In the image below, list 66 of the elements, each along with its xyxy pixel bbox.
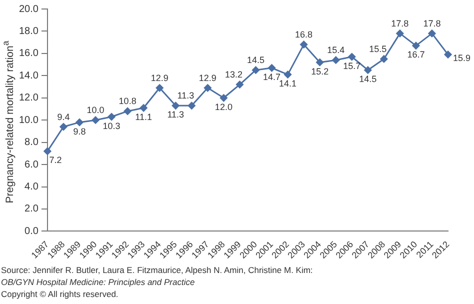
text: 12.9 xyxy=(198,72,216,83)
point xyxy=(284,70,292,78)
text: 11.1 xyxy=(135,112,152,122)
text: 11.3 xyxy=(167,110,184,120)
text: 15.7 xyxy=(343,60,361,71)
text: 9.8 xyxy=(73,126,86,136)
text: 14.1 xyxy=(279,78,297,89)
text: Copyright © All rights reserved. xyxy=(1,288,120,300)
text: 7.2 xyxy=(49,155,62,166)
text: 17.8 xyxy=(423,18,441,28)
y-tick-label: 14.0 xyxy=(18,70,39,82)
y-tick-label: 2.0 xyxy=(24,204,39,215)
text: 11.3 xyxy=(177,90,194,101)
y-tick-label: 20.0 xyxy=(18,4,39,15)
point xyxy=(124,107,132,115)
text: 10.0 xyxy=(86,105,104,116)
text: 10.8 xyxy=(118,96,136,106)
source-note: Source: Jennifer R. Butler, Laura E. Fitzmaurice, Alpesh N. Amin, Christine M. Kim: xyxy=(1,264,313,276)
text: 15.2 xyxy=(311,66,329,76)
point xyxy=(396,30,404,38)
y-tick-label: 12.0 xyxy=(18,92,39,104)
text: 15.5 xyxy=(369,44,387,54)
point xyxy=(76,118,84,126)
text: 12.0 xyxy=(214,102,232,112)
point xyxy=(220,94,228,102)
text: 14.7 xyxy=(263,72,281,82)
point xyxy=(252,66,260,74)
point xyxy=(444,50,452,58)
y-tick-label: 6.0 xyxy=(24,159,39,170)
y-tick-label: 10.0 xyxy=(18,114,39,126)
text: 14.5 xyxy=(246,55,265,66)
text: 16.7 xyxy=(407,50,425,60)
point xyxy=(428,30,436,38)
text: 13.2 xyxy=(224,70,242,80)
text: 10.3 xyxy=(102,120,120,131)
point xyxy=(332,56,340,64)
text: 14.5 xyxy=(359,74,377,84)
point xyxy=(44,147,52,155)
point xyxy=(300,40,308,48)
y-tick-label: 18.0 xyxy=(18,26,39,37)
point xyxy=(380,55,388,63)
point xyxy=(108,113,116,121)
text: 16.8 xyxy=(295,30,313,40)
text: 12.9 xyxy=(150,72,168,83)
point xyxy=(140,104,148,112)
point xyxy=(92,116,100,124)
point xyxy=(348,53,356,61)
y-tick-label: 0.0 xyxy=(24,226,39,237)
text: 9.4 xyxy=(57,112,70,122)
text: 15.4 xyxy=(327,45,345,56)
text: 15.9 xyxy=(453,53,471,64)
point xyxy=(156,84,164,92)
point xyxy=(188,102,196,110)
y-tick-label: 16.0 xyxy=(18,48,39,60)
point xyxy=(268,64,276,72)
point xyxy=(236,80,244,88)
text: 17.8 xyxy=(391,18,409,28)
point xyxy=(364,66,372,74)
y-tick-label: 8.0 xyxy=(24,137,39,148)
point xyxy=(204,84,212,92)
y-tick-label: 4.0 xyxy=(24,182,39,193)
point xyxy=(412,42,420,50)
text: OB/GYN Hospital Medicine: Principles and Practice xyxy=(1,276,196,288)
point xyxy=(172,102,180,110)
point xyxy=(60,123,68,131)
point xyxy=(316,58,324,66)
